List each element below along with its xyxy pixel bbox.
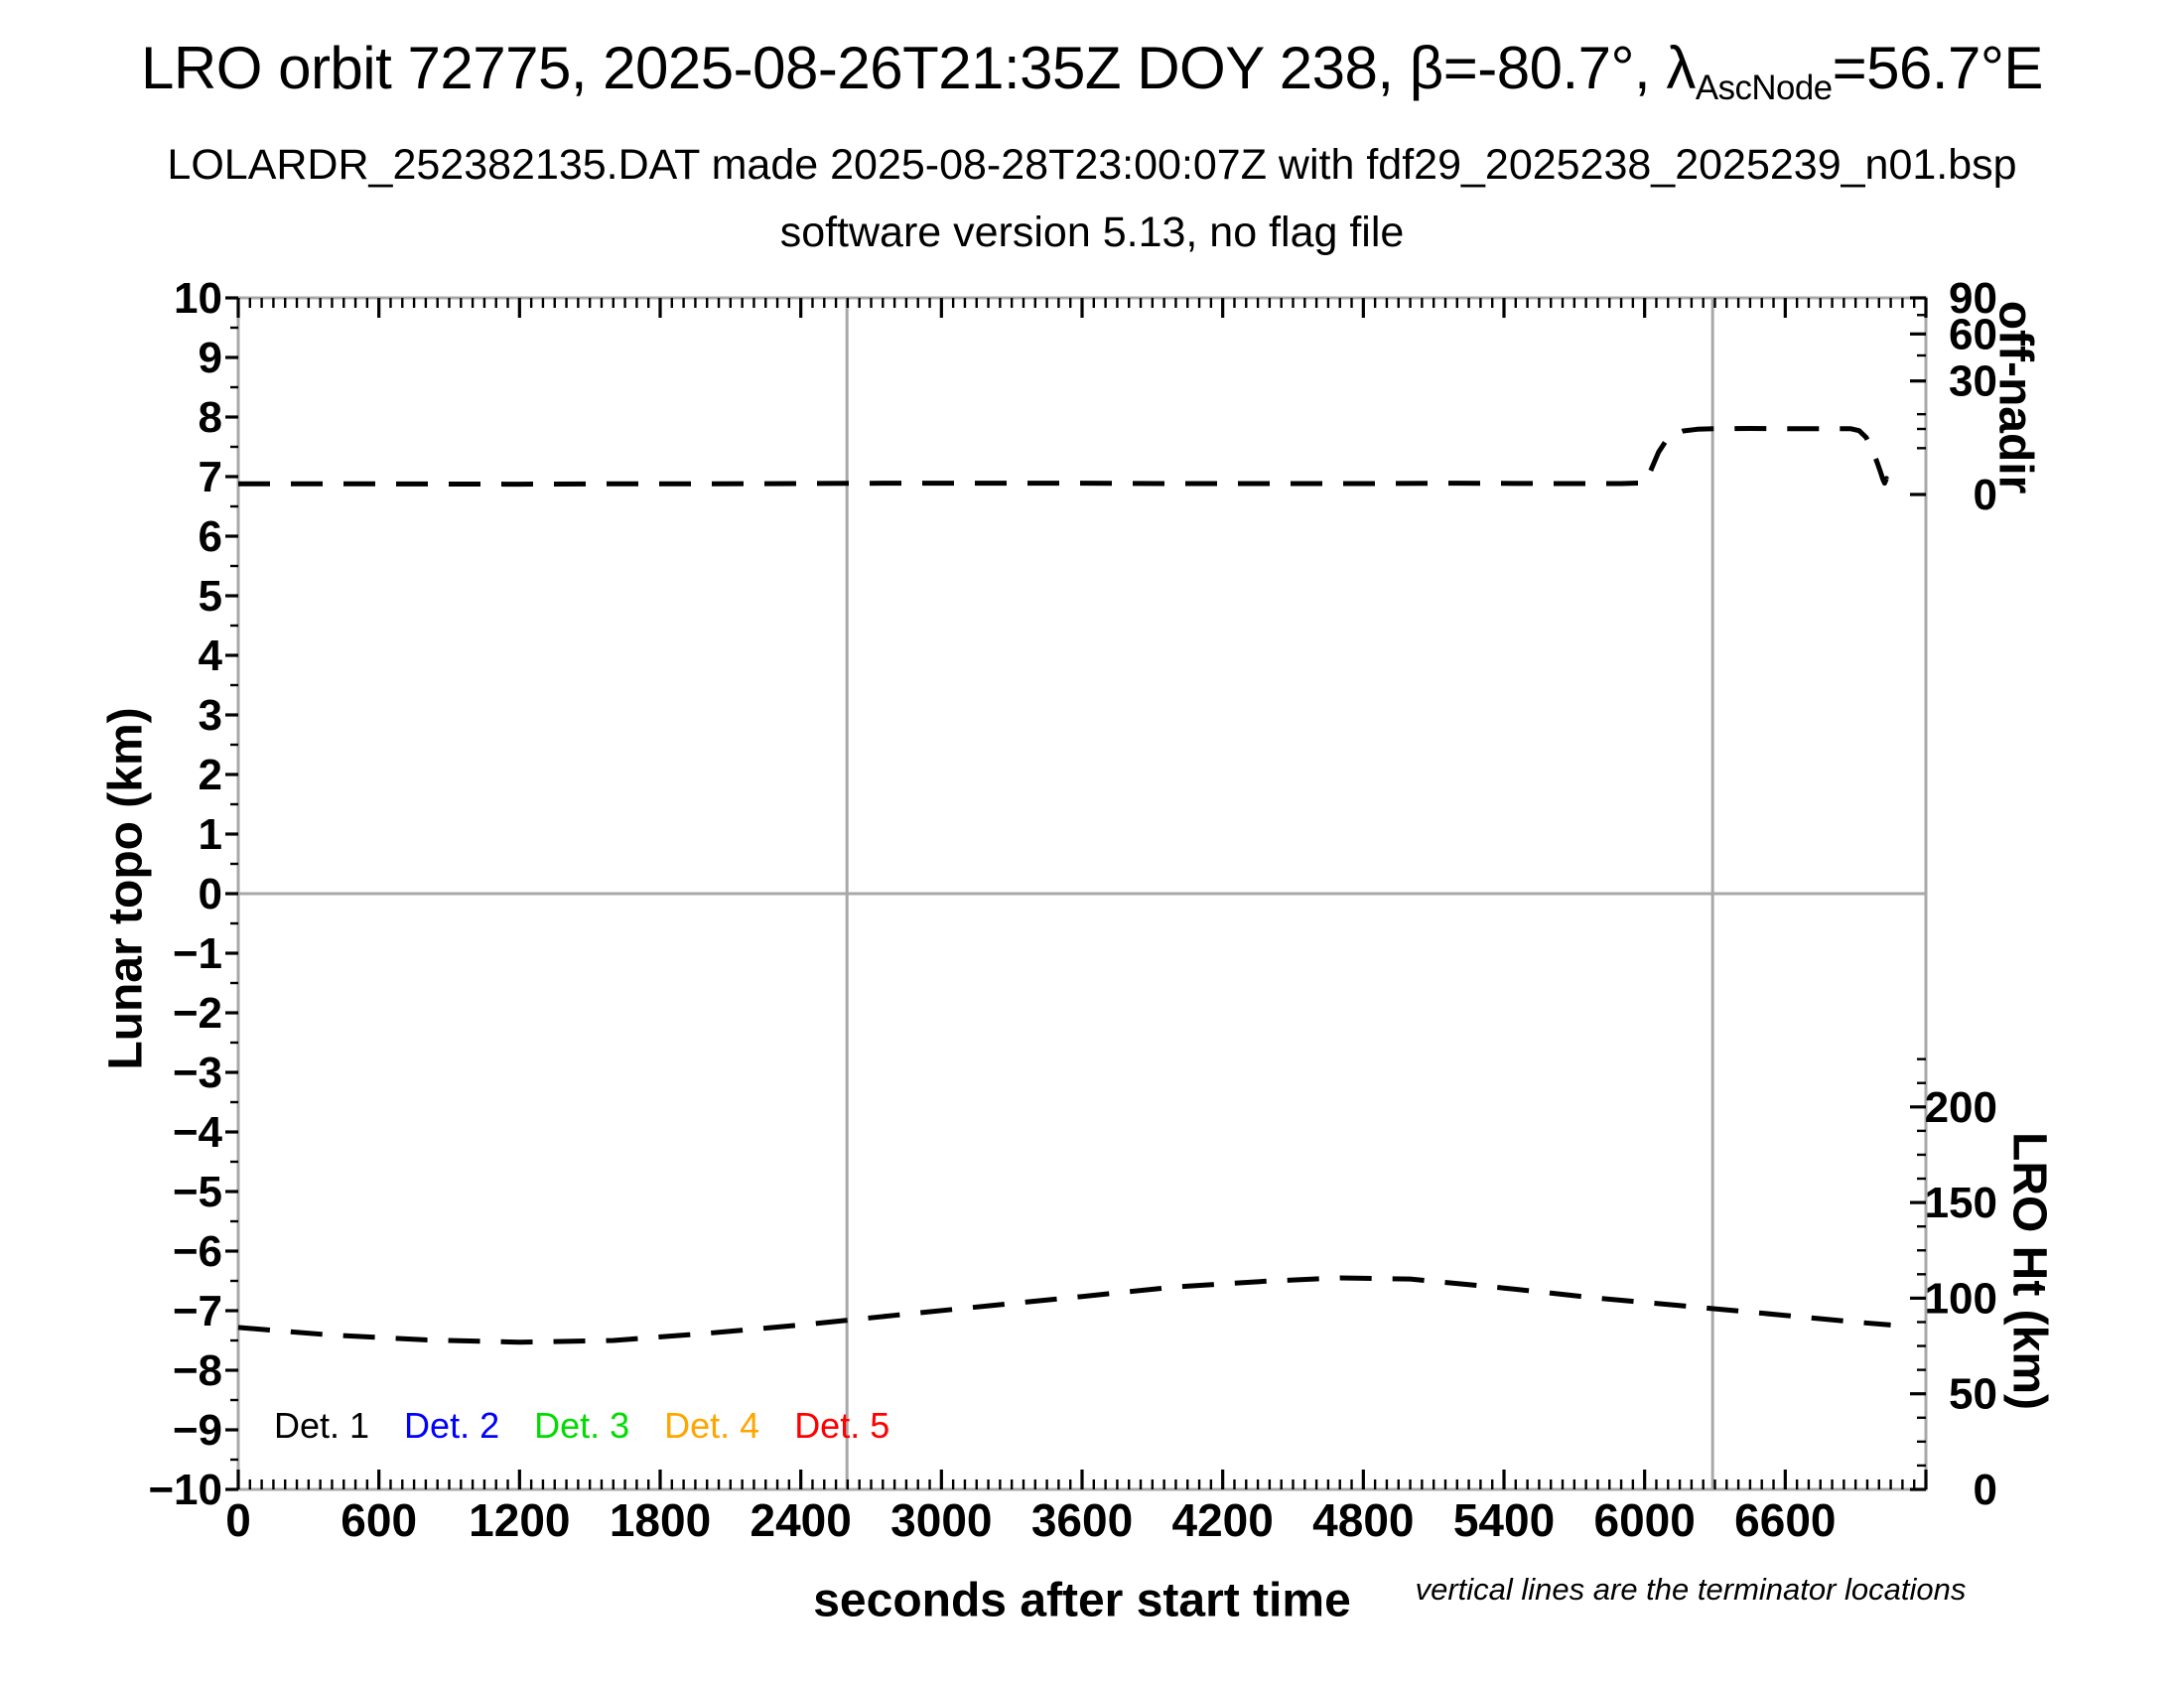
y-left-tick-label: 7 (199, 453, 222, 501)
y-left-tick-label: 3 (199, 691, 222, 740)
y-left-tick-label: −4 (173, 1108, 223, 1157)
x-tick-label: 600 (341, 1494, 417, 1546)
y-left-tick-label: −8 (173, 1346, 222, 1395)
title-main: LRO orbit 72775, 2025-08-26T21:35Z DOY 2… (141, 35, 1696, 101)
terminator-footnote: vertical lines are the terminator locati… (1415, 1572, 1967, 1607)
y-left-tick-label: 1 (199, 810, 222, 859)
y-left-tick-label: −5 (173, 1168, 222, 1216)
software-version-line: software version 5.13, no flag file (779, 209, 1405, 256)
y-left-tick-label: 0 (199, 870, 222, 918)
legend-item-det-1: Det. 1 (274, 1405, 370, 1446)
legend-item-det-4: Det. 4 (664, 1405, 760, 1446)
off-nadir-series-line (238, 426, 1893, 488)
y-left-tick-label: 6 (199, 512, 222, 561)
y-left-tick-label: −1 (173, 929, 222, 978)
title-suffix: =56.7°E (1832, 35, 2044, 101)
page-title: LRO orbit 72775, 2025-08-26T21:35Z DOY 2… (0, 36, 2184, 121)
offnadir-tick-label: 0 (1974, 471, 1997, 519)
y-left-tick-label: 2 (199, 751, 222, 799)
y-axis-title-off-nadir: off-nadir (1988, 300, 2042, 494)
y-left-tick-label: −6 (173, 1227, 222, 1276)
y-left-tick-label: −3 (173, 1049, 222, 1097)
x-tick-label: 5400 (1453, 1494, 1555, 1546)
y-left-tick-label: −2 (173, 989, 222, 1038)
x-tick-label: 4200 (1171, 1494, 1273, 1546)
lroht-tick-label: 0 (1974, 1466, 1997, 1514)
offnadir-tick-label: 60 (1949, 310, 1997, 358)
x-tick-label: 6000 (1593, 1494, 1695, 1546)
y-left-tick-label: 8 (199, 393, 222, 442)
x-axis-title: seconds after start time (813, 1574, 1351, 1627)
x-tick-label: 6600 (1734, 1494, 1836, 1546)
y-left-tick-label: −9 (173, 1406, 222, 1455)
x-tick-label: 4800 (1312, 1494, 1414, 1546)
lroht-tick-label: 200 (1925, 1083, 1997, 1132)
legend-item-det-3: Det. 3 (534, 1405, 630, 1446)
y-left-tick-label: 9 (199, 334, 222, 382)
lro-height-series-line (237, 1275, 1891, 1345)
offnadir-tick-label: 90 (1949, 274, 1997, 323)
x-tick-label: 2400 (750, 1494, 851, 1546)
x-tick-label: 1800 (610, 1494, 711, 1546)
x-tick-label: 3600 (1031, 1494, 1133, 1546)
lroht-tick-label: 100 (1925, 1274, 1997, 1323)
lroht-tick-label: 150 (1925, 1179, 1997, 1227)
y-left-tick-label: −10 (148, 1466, 222, 1514)
y-left-tick-label: 4 (199, 632, 223, 680)
detector-legend: Det. 1 Det. 2 Det. 3 Det. 4 Det. 5 (274, 1404, 889, 1448)
x-tick-label: 3000 (890, 1494, 992, 1546)
y-axis-title-lro-height: LRO Ht (km) (2002, 1132, 2056, 1410)
y-left-tick-label: −7 (173, 1287, 222, 1336)
x-tick-label: 1200 (469, 1494, 570, 1546)
y-left-tick-label: 10 (174, 274, 222, 323)
offnadir-tick-label: 30 (1949, 357, 1997, 406)
lroht-tick-label: 50 (1949, 1370, 1997, 1419)
y-axis-title-lunar-topo: Lunar topo (km) (99, 707, 153, 1070)
subtitle-filename: LOLARDR_252382135.DAT made 2025-08-28T23… (167, 141, 2017, 189)
legend-item-det-5: Det. 5 (794, 1405, 890, 1446)
x-tick-label: 0 (225, 1494, 251, 1546)
title-subscript: AscNode (1695, 69, 1833, 108)
y-left-tick-label: 5 (199, 572, 222, 621)
legend-item-det-2: Det. 2 (404, 1405, 500, 1446)
